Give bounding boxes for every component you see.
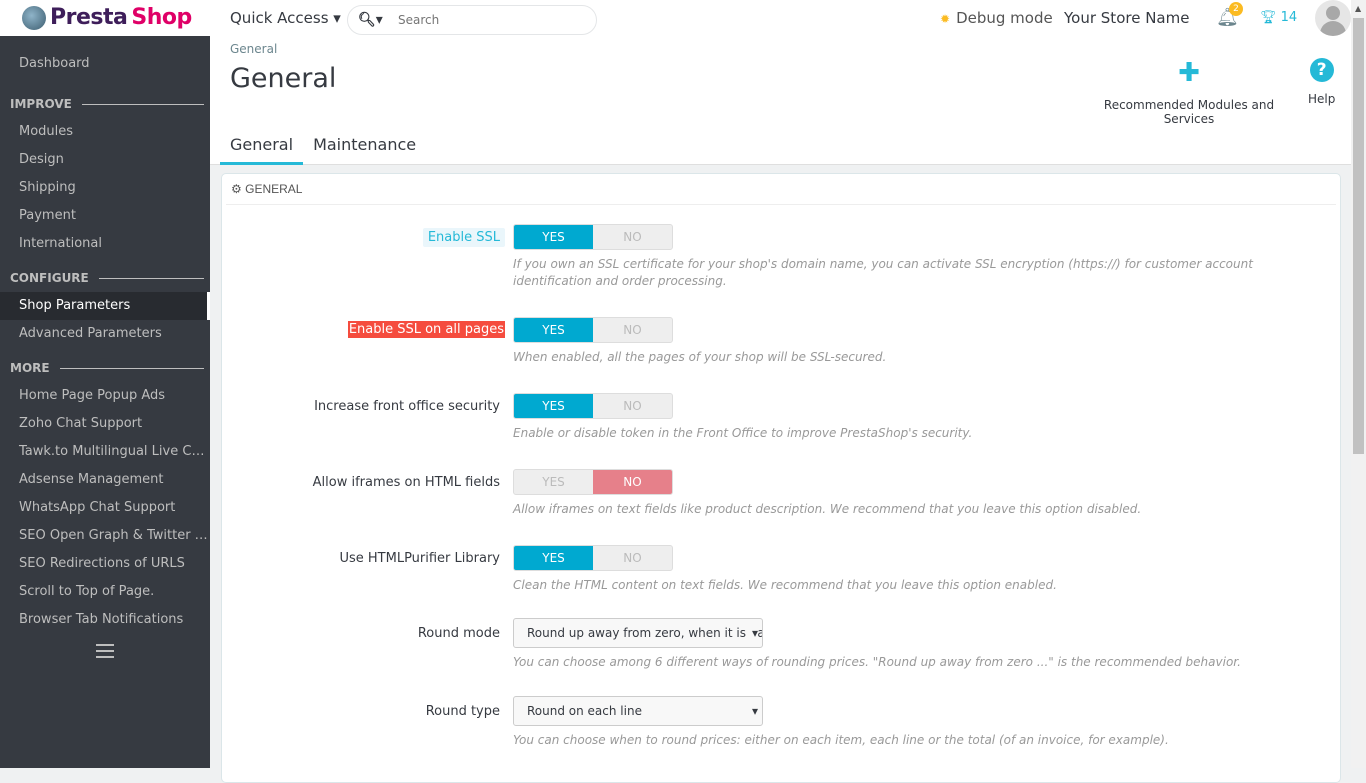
round-mode-select[interactable]: Round up away from zero, when it is half… — [513, 618, 763, 648]
allow-iframes-switch[interactable]: YES NO — [513, 469, 673, 495]
help-text: If you own an SSL certificate for your s… — [513, 257, 1253, 288]
sidebar-item-popup-ads[interactable]: Home Page Popup Ads — [19, 388, 166, 403]
scrollbar[interactable]: ▲ — [1351, 0, 1366, 768]
page-header: General General ✚ Recommended Modules and… — [210, 36, 1351, 165]
sidebar-item-modules[interactable]: Modules — [19, 124, 74, 139]
sidebar-item-adsense[interactable]: Adsense Management — [19, 472, 164, 487]
scroll-up-icon[interactable]: ▲ — [1355, 4, 1362, 13]
setting-label: Round type — [425, 704, 500, 719]
help-text: Enable or disable token in the Front Off… — [513, 426, 973, 440]
round-type-select[interactable]: Round on each line — [513, 696, 763, 726]
setting-label: Enable SSL on all pages — [347, 321, 505, 338]
htmlpurifier-switch[interactable]: YES NO — [513, 545, 673, 571]
sidebar-section-more: MORE — [0, 354, 210, 382]
search-icon[interactable]: 🔍︎▾ — [358, 12, 383, 28]
sidebar-item-design[interactable]: Design — [19, 152, 64, 167]
sidebar-item-international[interactable]: International — [19, 236, 102, 251]
setting-label: Enable SSL — [422, 228, 505, 247]
help-text: You can choose when to round prices: eit… — [513, 733, 1169, 747]
top-bar: PrestaShop Quick Access ▾ 🔍︎▾ ✹Debug mod… — [0, 0, 1351, 36]
sidebar-item-dashboard[interactable]: Dashboard — [19, 56, 90, 71]
recommended-modules-button[interactable]: ✚ Recommended Modules and Services — [1084, 58, 1294, 126]
tab-general[interactable]: General — [220, 129, 304, 165]
trophy-icon: 🏆︎ — [1260, 10, 1277, 25]
sidebar-item-advanced-parameters[interactable]: Advanced Parameters — [19, 326, 162, 341]
sidebar-item-seo-open-graph[interactable]: SEO Open Graph & Twitter Cards — [19, 528, 210, 543]
trophy-link[interactable]: 🏆︎ 14 — [1260, 10, 1298, 25]
sidebar-item-tawk-chat[interactable]: Tawk.to Multilingual Live Chat Support — [19, 444, 210, 459]
sidebar-section-improve: IMPROVE — [0, 90, 210, 118]
ssl-all-pages-switch[interactable]: YES NO — [513, 317, 673, 343]
store-name-link[interactable]: Your Store Name — [1064, 9, 1190, 27]
notification-count-badge: 2 — [1229, 2, 1243, 16]
panel-heading: ⚙ GENERAL — [226, 174, 1336, 205]
scrollbar-thumb[interactable] — [1353, 18, 1364, 454]
help-button[interactable]: ? Help — [1308, 58, 1336, 106]
prestashop-logo[interactable]: Presta Shop — [22, 5, 192, 30]
help-text: When enabled, all the pages of your shop… — [513, 350, 887, 364]
setting-label: Allow iframes on HTML fields — [312, 475, 500, 490]
sidebar-item-scroll-top[interactable]: Scroll to Top of Page. — [19, 584, 155, 599]
debug-mode-link[interactable]: ✹ Debug mode — [940, 9, 1053, 27]
cogs-icon: ⚙ — [231, 182, 242, 196]
sidebar-item-whatsapp[interactable]: WhatsApp Chat Support — [19, 500, 176, 515]
breadcrumb[interactable]: General — [230, 42, 278, 56]
quick-access-dropdown[interactable]: Quick Access ▾ — [230, 9, 341, 27]
sidebar-item-seo-redirections[interactable]: SEO Redirections of URLS — [19, 556, 185, 571]
setting-label: Use HTMLPurifier Library — [339, 551, 500, 566]
sidebar-section-configure: CONFIGURE — [0, 264, 210, 292]
tab-maintenance[interactable]: Maintenance — [313, 135, 417, 154]
sidebar-item-zoho-chat[interactable]: Zoho Chat Support — [19, 416, 143, 431]
logo-icon — [22, 5, 46, 30]
help-text: Clean the HTML content on text fields. W… — [513, 578, 1057, 592]
page-title: General — [230, 63, 337, 94]
front-office-security-switch[interactable]: YES NO — [513, 393, 673, 419]
enable-ssl-switch[interactable]: YES NO — [513, 224, 673, 250]
sidebar-item-shop-parameters[interactable]: Shop Parameters — [0, 292, 210, 320]
setting-label: Increase front office security — [314, 399, 500, 414]
search-input[interactable] — [398, 13, 578, 27]
sidebar-item-browser-tab[interactable]: Browser Tab Notifications — [19, 612, 184, 627]
general-panel: ⚙ GENERAL Enable SSL YES NO If you own an… — [221, 173, 1341, 783]
puzzle-icon: ✚ — [1178, 58, 1200, 88]
menu-collapse-icon[interactable] — [96, 644, 114, 662]
setting-label: Round mode — [417, 626, 500, 641]
help-text: You can choose among 6 different ways of… — [513, 655, 1241, 669]
sidebar: Dashboard IMPROVE Modules Design Shippin… — [0, 36, 210, 768]
help-text: Allow iframes on text fields like produc… — [513, 502, 1142, 516]
sidebar-item-shipping[interactable]: Shipping — [19, 180, 76, 195]
avatar[interactable] — [1315, 0, 1351, 36]
help-icon: ? — [1309, 58, 1334, 82]
bug-icon: ✹ — [940, 12, 951, 26]
search-box: 🔍︎▾ — [347, 5, 597, 35]
sidebar-item-payment[interactable]: Payment — [19, 208, 76, 223]
